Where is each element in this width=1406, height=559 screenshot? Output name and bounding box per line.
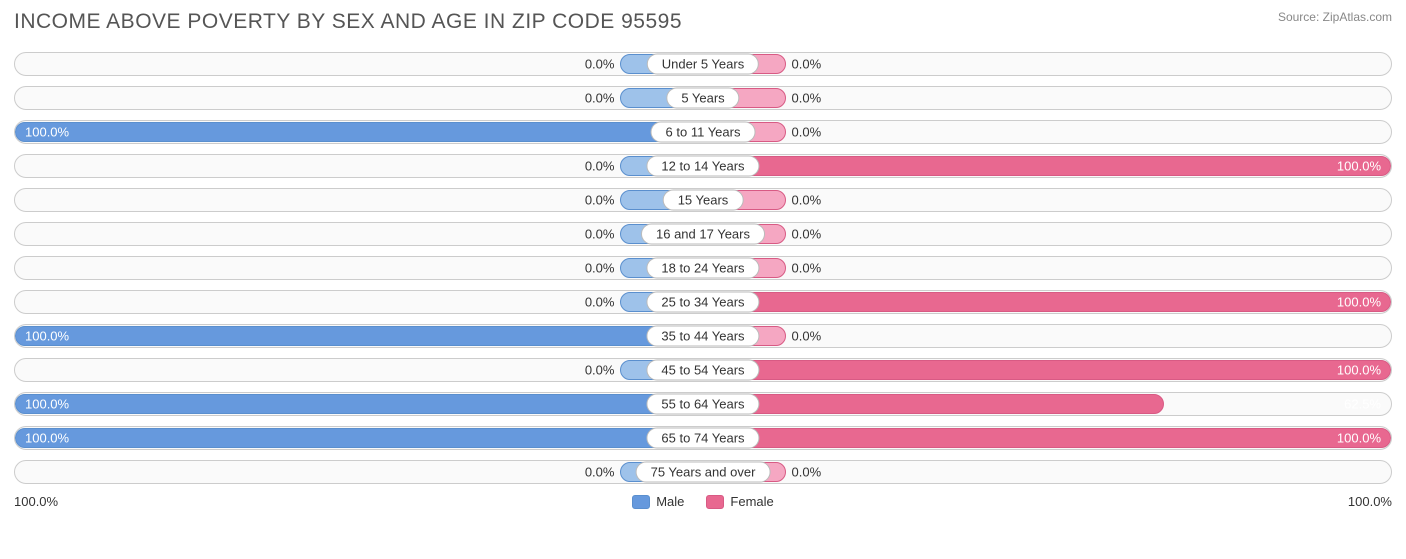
category-label: 12 to 14 Years xyxy=(646,156,759,177)
chart-row: 0.0% 0.0% 15 Years xyxy=(14,188,1392,212)
chart-row: 100.0% 0.0% 35 to 44 Years xyxy=(14,324,1392,348)
female-value-label: 0.0% xyxy=(792,91,822,106)
female-value-label: 62.5% xyxy=(1344,397,1381,412)
male-bar xyxy=(15,394,703,414)
female-value-label: 100.0% xyxy=(1337,431,1381,446)
chart-source: Source: ZipAtlas.com xyxy=(1278,10,1392,24)
male-value-label: 100.0% xyxy=(25,329,69,344)
chart-title: INCOME ABOVE POVERTY BY SEX AND AGE IN Z… xyxy=(14,10,682,34)
male-bar xyxy=(15,122,703,142)
category-label: 15 Years xyxy=(663,190,744,211)
legend-swatch-female xyxy=(706,495,724,509)
female-value-label: 0.0% xyxy=(792,261,822,276)
male-value-label: 0.0% xyxy=(585,159,615,174)
axis-label-left: 100.0% xyxy=(14,494,58,509)
female-value-label: 0.0% xyxy=(792,57,822,72)
male-bar xyxy=(15,326,703,346)
diverging-bar-chart: 0.0% 0.0% Under 5 Years 0.0% 0.0% 5 Years 100.… xyxy=(14,52,1392,484)
male-value-label: 100.0% xyxy=(25,397,69,412)
chart-container: INCOME ABOVE POVERTY BY SEX AND AGE IN Z… xyxy=(0,0,1406,519)
chart-header: INCOME ABOVE POVERTY BY SEX AND AGE IN Z… xyxy=(14,10,1392,34)
female-value-label: 0.0% xyxy=(792,193,822,208)
category-label: 65 to 74 Years xyxy=(646,428,759,449)
male-value-label: 0.0% xyxy=(585,363,615,378)
chart-row: 100.0% 100.0% 65 to 74 Years xyxy=(14,426,1392,450)
category-label: 18 to 24 Years xyxy=(646,258,759,279)
legend-item-male: Male xyxy=(632,494,684,509)
category-label: 45 to 54 Years xyxy=(646,360,759,381)
category-label: 55 to 64 Years xyxy=(646,394,759,415)
male-value-label: 0.0% xyxy=(585,57,615,72)
category-label: 75 Years and over xyxy=(636,462,771,483)
category-label: 5 Years xyxy=(666,88,739,109)
category-label: 16 and 17 Years xyxy=(641,224,765,245)
legend-label-male: Male xyxy=(656,494,684,509)
female-value-label: 0.0% xyxy=(792,465,822,480)
male-value-label: 0.0% xyxy=(585,261,615,276)
chart-row: 0.0% 0.0% Under 5 Years xyxy=(14,52,1392,76)
female-value-label: 0.0% xyxy=(792,329,822,344)
legend-label-female: Female xyxy=(730,494,773,509)
category-label: Under 5 Years xyxy=(647,54,759,75)
chart-row: 0.0% 100.0% 12 to 14 Years xyxy=(14,154,1392,178)
chart-row: 0.0% 0.0% 5 Years xyxy=(14,86,1392,110)
axis-label-right: 100.0% xyxy=(1348,494,1392,509)
male-value-label: 100.0% xyxy=(25,125,69,140)
female-bar xyxy=(703,428,1391,448)
male-value-label: 0.0% xyxy=(585,227,615,242)
chart-row: 0.0% 0.0% 18 to 24 Years xyxy=(14,256,1392,280)
female-value-label: 100.0% xyxy=(1337,159,1381,174)
chart-footer: 100.0% Male Female 100.0% xyxy=(14,494,1392,509)
chart-row: 100.0% 62.5% 55 to 64 Years xyxy=(14,392,1392,416)
female-bar xyxy=(703,394,1164,414)
category-label: 6 to 11 Years xyxy=(651,122,756,143)
category-label: 25 to 34 Years xyxy=(646,292,759,313)
male-bar xyxy=(15,428,703,448)
female-bar xyxy=(703,292,1391,312)
female-bar xyxy=(703,156,1391,176)
legend-swatch-male xyxy=(632,495,650,509)
chart-row: 0.0% 100.0% 25 to 34 Years xyxy=(14,290,1392,314)
male-value-label: 0.0% xyxy=(585,193,615,208)
chart-row: 100.0% 0.0% 6 to 11 Years xyxy=(14,120,1392,144)
female-value-label: 0.0% xyxy=(792,125,822,140)
female-value-label: 100.0% xyxy=(1337,363,1381,378)
female-value-label: 0.0% xyxy=(792,227,822,242)
male-value-label: 0.0% xyxy=(585,91,615,106)
male-value-label: 0.0% xyxy=(585,295,615,310)
female-value-label: 100.0% xyxy=(1337,295,1381,310)
legend: Male Female xyxy=(632,494,774,509)
chart-row: 0.0% 100.0% 45 to 54 Years xyxy=(14,358,1392,382)
legend-item-female: Female xyxy=(706,494,773,509)
category-label: 35 to 44 Years xyxy=(646,326,759,347)
chart-row: 0.0% 0.0% 75 Years and over xyxy=(14,460,1392,484)
female-bar xyxy=(703,360,1391,380)
chart-row: 0.0% 0.0% 16 and 17 Years xyxy=(14,222,1392,246)
male-value-label: 0.0% xyxy=(585,465,615,480)
male-value-label: 100.0% xyxy=(25,431,69,446)
